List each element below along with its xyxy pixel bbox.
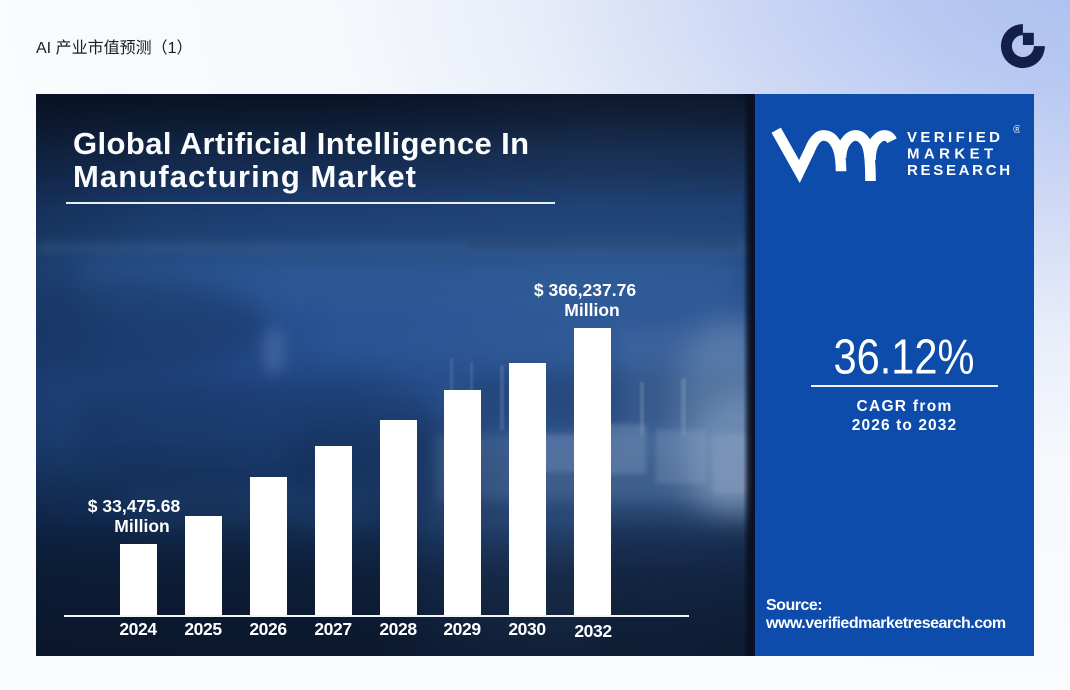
svg-text:36.12%: 36.12% xyxy=(834,330,975,384)
svg-text:MARKET: MARKET xyxy=(907,146,998,163)
svg-text:VERIFIED: VERIFIED xyxy=(907,129,1003,146)
svg-text:RESEARCH: RESEARCH xyxy=(907,162,1013,179)
svg-text:®: ® xyxy=(1013,124,1020,136)
